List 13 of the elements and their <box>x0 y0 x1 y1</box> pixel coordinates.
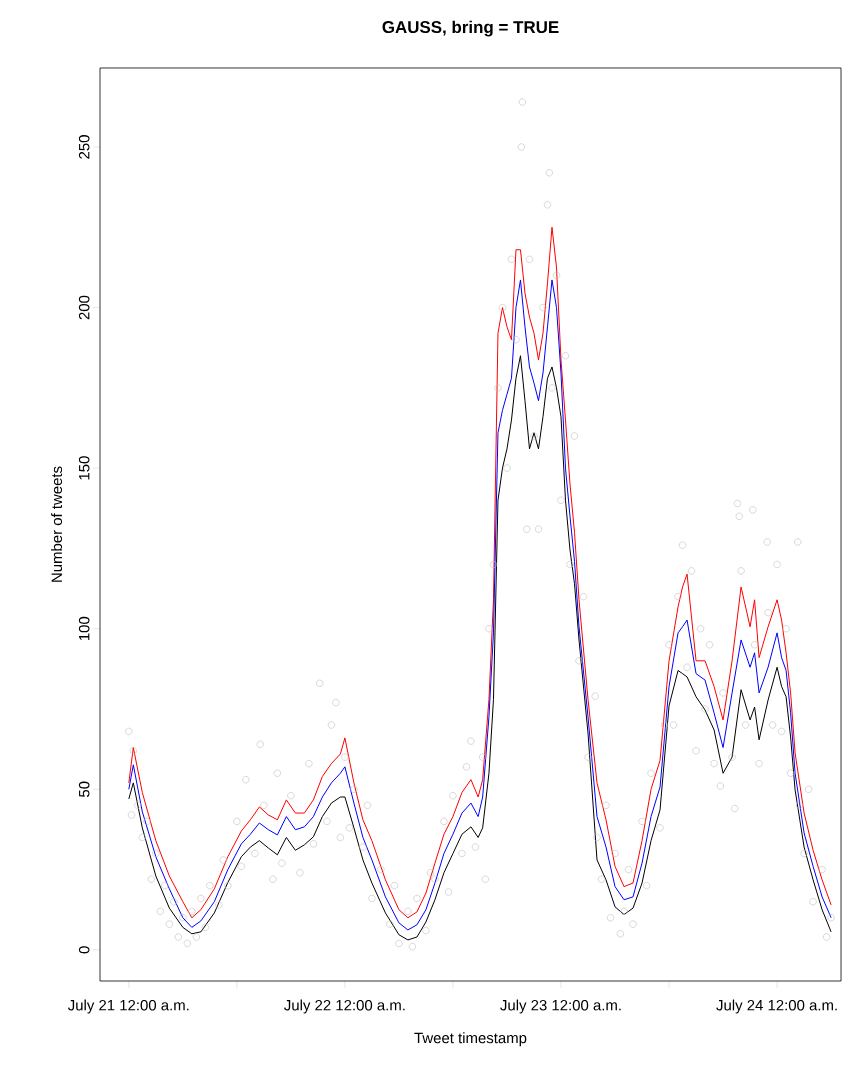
chart-title: GAUSS, bring = TRUE <box>382 20 559 37</box>
y-tick-label: 100 <box>78 616 90 641</box>
y-tick-label: 200 <box>78 295 90 320</box>
x-tick-label: July 24 12:00 a.m. <box>716 999 837 1014</box>
y-tick-label: 50 <box>78 781 90 797</box>
y-tick-label: 150 <box>78 456 90 480</box>
y-axis-title: Number of tweets <box>51 466 63 582</box>
x-tick-label: July 22 12:00 a.m. <box>284 999 405 1014</box>
x-tick-label: July 21 12:00 a.m. <box>67 999 189 1014</box>
x-axis-title: Tweet timestamp <box>414 1032 527 1047</box>
y-tick-label: 0 <box>78 946 90 954</box>
x-tick-label: July 23 12:00 a.m. <box>500 999 621 1014</box>
y-tick-label: 250 <box>78 135 90 159</box>
